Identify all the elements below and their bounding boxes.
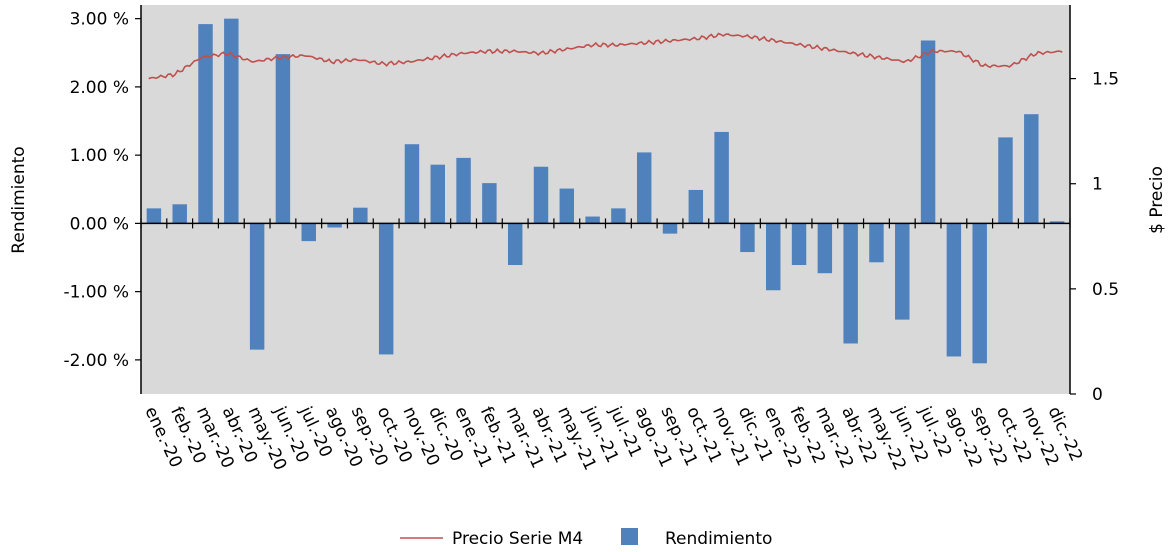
bar-rendimiento <box>920 40 936 224</box>
bar-rendimiento <box>895 223 910 320</box>
right-tick-label: 1 <box>1092 175 1103 195</box>
right-axis-ticks: 1.5 1 0.5 0 <box>1070 70 1119 405</box>
legend-bar-swatch <box>621 528 638 545</box>
bar-rendimiento <box>327 223 342 228</box>
left-tick-label: 0.00 % <box>70 214 129 234</box>
left-axis-title: Rendimiento <box>9 146 29 253</box>
bar-rendimiento <box>353 207 368 224</box>
left-tick-label: 1.00 % <box>70 146 129 166</box>
bar-rendimiento <box>482 183 497 224</box>
bar-rendimiento <box>172 204 187 224</box>
right-axis-title: $ Precio <box>1147 166 1167 234</box>
bar-rendimiento <box>456 157 471 224</box>
left-tick-label: 2.00 % <box>70 78 129 98</box>
bar-rendimiento <box>972 223 987 364</box>
bar-rendimiento <box>378 223 394 355</box>
legend-label-precio: Precio Serie M4 <box>452 529 583 549</box>
bar-rendimiento <box>611 208 626 224</box>
bar-rendimiento <box>301 223 316 242</box>
bar-rendimiento <box>585 216 600 224</box>
bar-rendimiento <box>198 24 213 224</box>
bar-rendimiento <box>249 223 265 350</box>
bar-rendimiento <box>662 223 678 234</box>
right-tick-label: 1.5 <box>1092 70 1119 90</box>
rendimiento-bars <box>146 18 1065 364</box>
bar-rendimiento <box>404 144 420 224</box>
bar-rendimiento <box>766 223 781 291</box>
left-tick-label: 3.00 % <box>70 10 129 30</box>
bar-rendimiento <box>714 131 729 224</box>
bar-rendimiento <box>636 152 652 224</box>
bar-rendimiento <box>869 223 884 263</box>
bar-rendimiento <box>1049 221 1065 224</box>
bar-rendimiento <box>688 189 704 224</box>
bar-rendimiento <box>1024 114 1039 224</box>
bar-rendimiento <box>507 223 523 266</box>
plot-area <box>141 5 1070 394</box>
bar-rendimiento <box>559 188 575 224</box>
legend-label-rendimiento: Rendimiento <box>665 529 772 549</box>
left-tick-label: -1.00 % <box>63 283 129 303</box>
bar-rendimiento <box>791 223 807 266</box>
bar-rendimiento <box>817 223 833 274</box>
bar-rendimiento <box>998 137 1013 224</box>
bar-rendimiento <box>146 208 162 224</box>
right-tick-label: 0 <box>1092 385 1103 405</box>
bar-rendimiento <box>224 18 239 224</box>
bar-rendimiento <box>946 223 962 357</box>
x-axis-labels: ene.-20feb.-20mar.-20abr.-20may.-20jun.-… <box>140 403 1086 474</box>
bar-rendimiento <box>275 54 291 224</box>
right-tick-label: 0.5 <box>1092 280 1119 300</box>
bar-rendimiento <box>740 223 755 253</box>
bar-rendimiento <box>533 166 549 224</box>
bar-rendimiento <box>843 223 858 344</box>
left-tick-label: -2.00 % <box>63 351 129 371</box>
legend: Precio Serie M4 Rendimiento <box>400 528 772 549</box>
bar-rendimiento <box>430 164 445 224</box>
left-axis-ticks: 3.00 % 2.00 % 1.00 % 0.00 % -1.00 % -2.00 % <box>63 10 141 371</box>
precio-line <box>148 32 1063 80</box>
